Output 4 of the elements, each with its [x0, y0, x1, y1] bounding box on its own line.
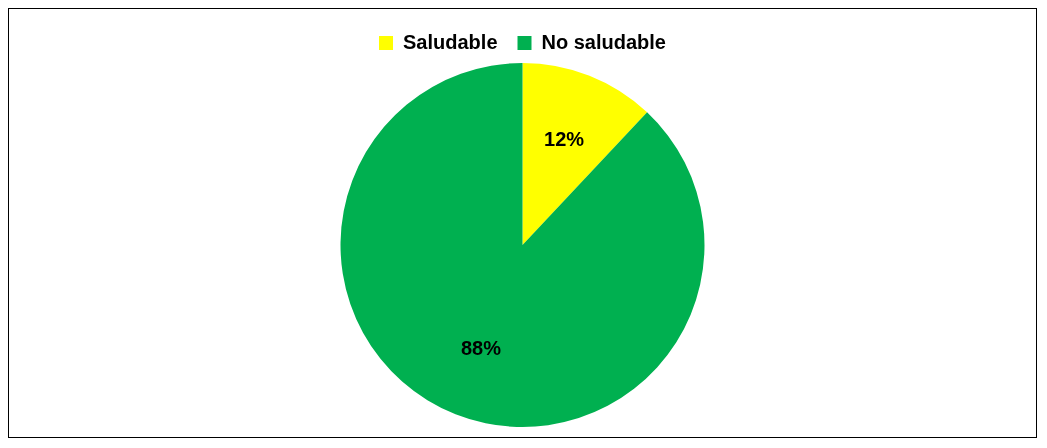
legend-label: No saludable — [541, 30, 666, 53]
data-label: 88% — [460, 337, 502, 360]
data-label: 12% — [544, 127, 585, 150]
legend-label: Saludable — [403, 30, 498, 53]
